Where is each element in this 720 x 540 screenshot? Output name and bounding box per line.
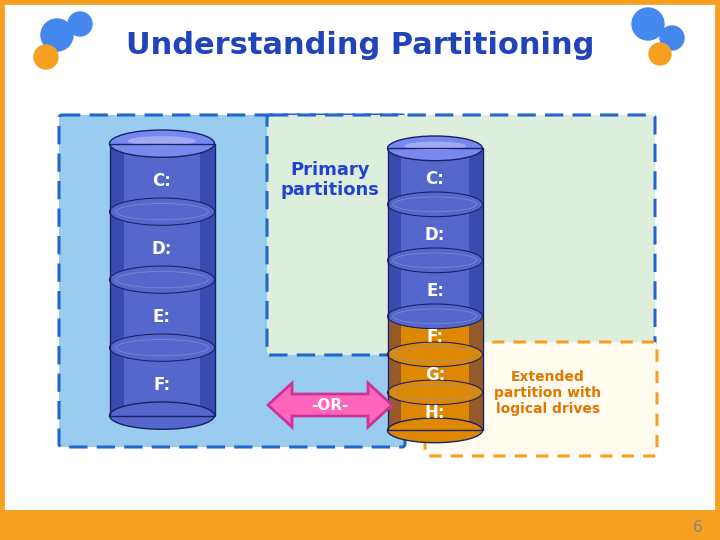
Bar — [469, 354, 482, 393]
Bar — [109, 280, 125, 348]
Bar — [469, 148, 482, 204]
Ellipse shape — [404, 141, 466, 150]
Ellipse shape — [387, 304, 482, 329]
Bar — [387, 204, 482, 260]
Bar — [200, 348, 215, 416]
FancyBboxPatch shape — [59, 115, 405, 447]
Text: F:: F: — [426, 328, 444, 346]
Bar — [387, 354, 482, 393]
Circle shape — [649, 43, 671, 65]
Text: E:: E: — [426, 282, 444, 300]
Bar — [387, 260, 401, 316]
Ellipse shape — [109, 198, 215, 225]
Bar — [109, 212, 125, 280]
Bar — [387, 316, 482, 354]
Circle shape — [632, 8, 664, 40]
Bar — [387, 260, 482, 316]
Bar — [387, 148, 482, 430]
Bar — [387, 148, 401, 430]
Text: C:: C: — [426, 170, 444, 188]
FancyBboxPatch shape — [425, 342, 657, 456]
Ellipse shape — [128, 136, 196, 146]
Bar — [469, 260, 482, 316]
Text: Extended
partition with
logical drives: Extended partition with logical drives — [495, 370, 602, 416]
Bar — [387, 204, 401, 260]
Ellipse shape — [387, 248, 482, 273]
Text: D:: D: — [152, 240, 172, 258]
Bar — [200, 212, 215, 280]
Text: D:: D: — [425, 226, 445, 244]
Text: H:: H: — [425, 404, 445, 422]
Bar — [387, 393, 482, 430]
Bar — [387, 148, 482, 204]
Polygon shape — [268, 383, 392, 427]
Text: C:: C: — [153, 172, 171, 190]
Bar — [200, 280, 215, 348]
Ellipse shape — [109, 130, 215, 157]
Bar — [109, 144, 215, 212]
Bar — [469, 393, 482, 430]
Bar — [200, 144, 215, 416]
Circle shape — [68, 12, 92, 36]
Bar — [4, 510, 716, 536]
Text: Understanding Partitioning: Understanding Partitioning — [126, 30, 594, 59]
Bar — [109, 144, 125, 212]
Text: 6: 6 — [693, 519, 703, 535]
Bar — [387, 148, 482, 430]
Bar — [469, 316, 482, 354]
Ellipse shape — [109, 402, 215, 429]
FancyBboxPatch shape — [267, 115, 655, 355]
Text: Primary
partitions: Primary partitions — [281, 160, 379, 199]
Ellipse shape — [387, 136, 482, 161]
Bar — [469, 204, 482, 260]
Bar — [387, 316, 401, 354]
Text: -OR-: -OR- — [311, 397, 348, 413]
Ellipse shape — [109, 334, 215, 361]
Text: E:: E: — [153, 308, 171, 326]
Bar — [109, 144, 215, 416]
Bar — [109, 144, 215, 416]
Bar — [469, 148, 482, 430]
Text: F:: F: — [153, 376, 171, 394]
Bar — [387, 393, 401, 430]
Bar — [109, 348, 125, 416]
Circle shape — [34, 45, 58, 69]
Bar — [387, 354, 401, 393]
Ellipse shape — [387, 192, 482, 217]
Bar — [109, 348, 215, 416]
Ellipse shape — [387, 418, 482, 443]
Bar — [200, 144, 215, 212]
Bar — [387, 148, 401, 204]
Bar — [109, 144, 125, 416]
Ellipse shape — [387, 380, 482, 404]
Text: G:: G: — [425, 366, 445, 384]
Circle shape — [41, 19, 73, 51]
Ellipse shape — [109, 266, 215, 293]
Circle shape — [660, 26, 684, 50]
Bar — [109, 212, 215, 280]
Ellipse shape — [387, 342, 482, 367]
Bar — [109, 280, 215, 348]
